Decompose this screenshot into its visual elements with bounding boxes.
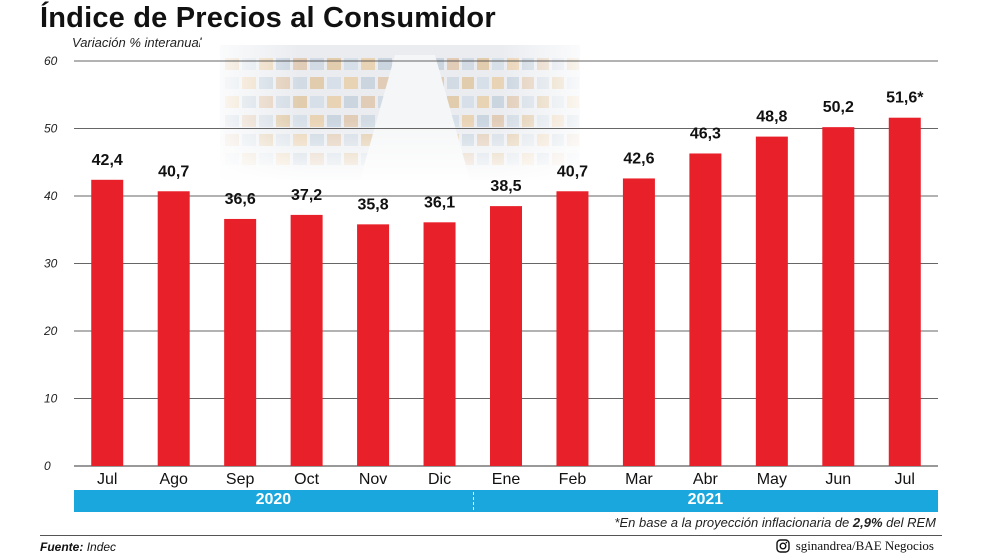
x-tick-label: May [757, 471, 787, 488]
year-band: 2020 2021 [74, 490, 938, 512]
y-tick-label: 40 [44, 189, 58, 203]
bar [357, 224, 390, 466]
x-tick-label: Ago [159, 471, 188, 488]
bar-chart: 0 10 20 30 40 50 60 42,4 Jul 40,7 Ago 36,6 Sep 37,2 Oc… [43, 40, 938, 488]
bottom-rule [40, 535, 942, 536]
value-label: 42,4 [92, 152, 123, 169]
bar [689, 153, 722, 466]
x-tick-label: Sep [226, 471, 255, 488]
footnote-prefix: *En base a la proyección inflacionaria d… [614, 515, 853, 530]
x-tick-label: Abr [693, 471, 719, 488]
value-label: 40,7 [158, 163, 189, 180]
source-line: Fuente: Indec [40, 540, 116, 554]
bar [91, 179, 124, 467]
x-tick-label: Ene [492, 471, 521, 488]
bar [290, 214, 323, 466]
y-tick-label: 30 [44, 257, 58, 271]
y-tick-label: 50 [44, 122, 58, 136]
footnote-suffix: del REM [882, 515, 936, 530]
photo-fade-vertical [200, 40, 600, 185]
credit-line: sginandrea/BAE Negocios [776, 538, 934, 554]
bar [157, 191, 190, 466]
chart-title: Índice de Precios al Consumidor [40, 2, 496, 34]
credit-text: sginandrea/BAE Negocios [795, 538, 934, 553]
bar [822, 127, 855, 467]
x-tick-label: Mar [625, 471, 653, 488]
source-value: Indec [86, 540, 117, 554]
year-label-2021: 2021 [687, 491, 724, 508]
value-label: 35,8 [358, 196, 389, 213]
year-label-2020: 2020 [255, 491, 292, 508]
value-label: 46,3 [690, 125, 721, 142]
value-label: 50,2 [823, 99, 854, 116]
bar [423, 222, 456, 466]
value-label: 42,6 [623, 150, 654, 167]
x-tick-label: Nov [359, 471, 387, 488]
bar [888, 117, 921, 466]
value-label: 36,6 [225, 191, 256, 208]
value-label: 40,7 [557, 163, 588, 180]
bar [755, 136, 788, 466]
footnote: *En base a la proyección inflacionaria d… [614, 515, 936, 530]
bar [556, 191, 589, 466]
footnote-highlight: 2,9% [852, 515, 883, 530]
value-label: 48,8 [756, 109, 787, 126]
year-divider [472, 492, 474, 510]
bar [622, 178, 655, 466]
x-tick-label: Jul [895, 471, 915, 488]
chart-subtitle: Variación % interanual [72, 35, 202, 50]
source-label: Fuente: [40, 540, 84, 554]
x-tick-label: Jun [825, 471, 851, 488]
value-label: 36,1 [424, 194, 455, 211]
y-tick-label: 10 [44, 392, 58, 406]
value-label: 51,6* [886, 90, 924, 107]
bar [224, 218, 257, 466]
y-tick-label: 0 [44, 459, 51, 473]
instagram-icon [776, 539, 790, 553]
value-label: 37,2 [291, 187, 322, 204]
x-tick-label: Feb [559, 471, 587, 488]
x-tick-label: Oct [294, 471, 319, 488]
value-label: 38,5 [490, 178, 521, 195]
bar [490, 206, 522, 466]
x-tick-label: Jul [97, 471, 117, 488]
y-tick-label: 20 [43, 324, 58, 338]
y-tick-label: 60 [44, 54, 58, 68]
x-tick-label: Dic [428, 471, 451, 488]
